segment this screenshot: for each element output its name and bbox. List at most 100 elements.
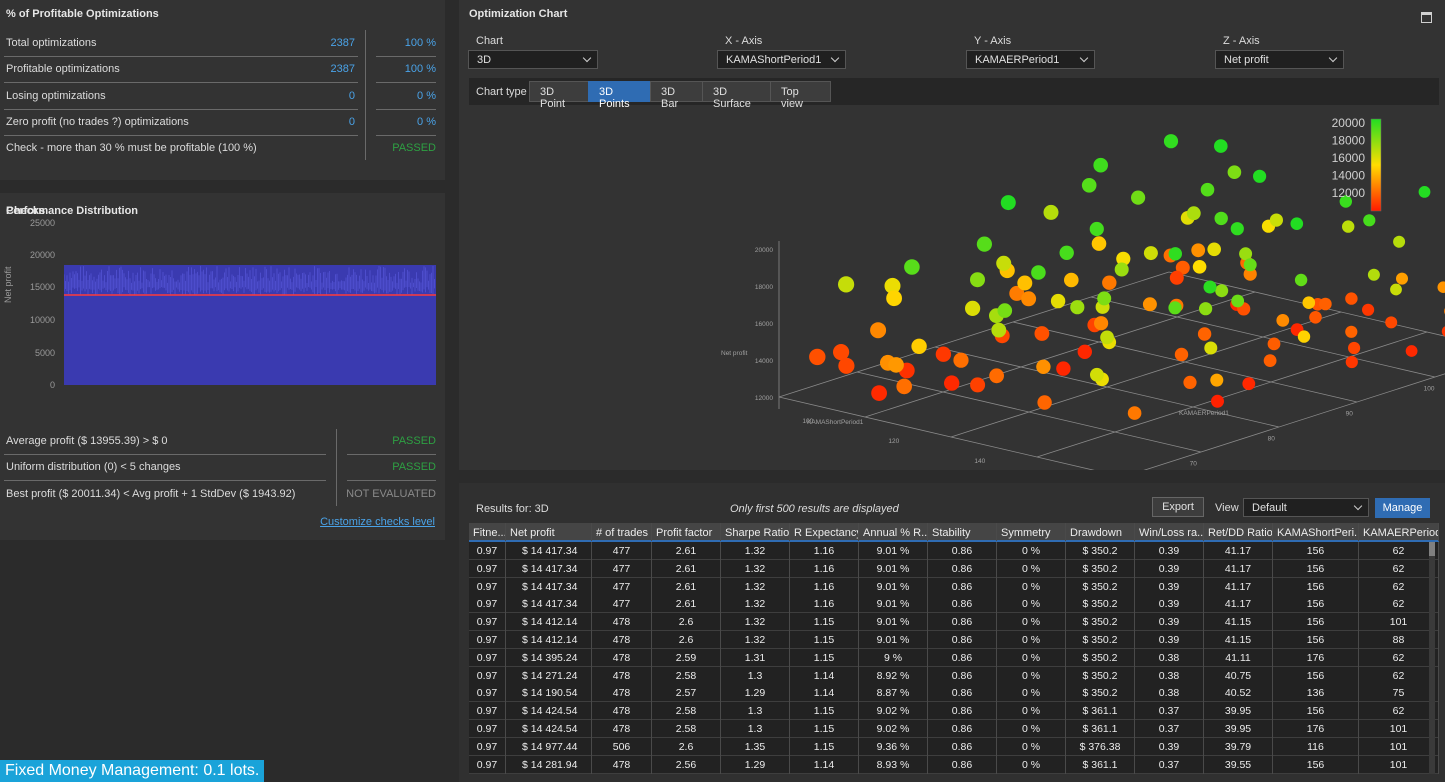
column-header[interactable]: Symmetry	[997, 523, 1066, 541]
row-label: Zero profit (no trades ?) optimizations	[6, 116, 189, 128]
scrollbar-thumb[interactable]	[1429, 542, 1435, 556]
table-row[interactable]: 0.97 $ 14 417.34 477 2.61 1.32 1.16 9.01 % 0.86…	[469, 595, 1439, 614]
y-axis-label: Y - Axis	[974, 35, 1012, 47]
colorbar	[1370, 118, 1382, 212]
table-cell: 1.14	[790, 684, 859, 703]
data-point	[953, 352, 969, 368]
table-cell: 9.01 %	[859, 631, 928, 649]
view-label: View	[1215, 502, 1239, 514]
z-axis-select[interactable]: Net profit	[1215, 50, 1344, 69]
data-point	[989, 368, 1004, 384]
data-point	[1093, 157, 1108, 173]
y-axis-label: Net profit	[3, 266, 13, 303]
table-cell: 477	[592, 559, 652, 578]
data-point	[1319, 297, 1332, 311]
table-cell: $ 14 417.34	[506, 559, 592, 578]
tab-3d-surface[interactable]: 3D Surface	[702, 81, 771, 110]
3d-scatter-plot[interactable]: 1200014000160001800020000100120140160708…	[459, 105, 1445, 470]
table-row[interactable]: 0.97 $ 14 190.54 478 2.57 1.29 1.14 8.87 % 0.86…	[469, 684, 1439, 703]
export-button[interactable]: Export	[1152, 497, 1204, 517]
table-cell: $ 350.2	[1066, 631, 1135, 649]
column-header[interactable]: Win/Loss ra...	[1135, 523, 1204, 541]
check-label: Check - more than 30 % must be profitabl…	[6, 142, 257, 154]
y-tick-label: 80	[1268, 436, 1276, 443]
table-row[interactable]: 0.97 $ 14 412.14 478 2.6 1.32 1.15 9.01 % 0.86 0…	[469, 631, 1439, 649]
column-header[interactable]: KAMAShortPeri...	[1273, 523, 1359, 541]
table-cell: 0.38	[1135, 648, 1204, 667]
data-point	[1342, 220, 1355, 233]
table-cell: $ 361.1	[1066, 720, 1135, 738]
check-status: NOT EVALUATED	[346, 488, 436, 500]
data-point	[1059, 245, 1074, 260]
table-cell: 1.14	[790, 666, 859, 685]
column-header[interactable]: Stability	[928, 523, 997, 541]
table-row[interactable]: 0.97 $ 14 977.44 506 2.6 1.35 1.15 9.36 % 0.86 0…	[469, 737, 1439, 756]
customize-checks-link[interactable]: Customize checks level	[320, 516, 435, 528]
data-point	[1210, 373, 1224, 387]
manage-button[interactable]: Manage	[1375, 498, 1430, 518]
table-header[interactable]: Fitne... Net profit # of trades Profit fact…	[469, 523, 1439, 542]
table-row[interactable]: 0.97 $ 14 395.24 478 2.59 1.31 1.15 9 % 0.86 0 %…	[469, 648, 1439, 667]
table-row[interactable]: 0.97 $ 14 417.34 477 2.61 1.32 1.16 9.01 % 0.86…	[469, 542, 1439, 560]
tab-top-view[interactable]: Top view	[770, 81, 831, 110]
table-row[interactable]: 0.97 $ 14 417.34 477 2.61 1.32 1.16 9.01 % 0.86…	[469, 559, 1439, 578]
table-cell: 39.79	[1204, 737, 1273, 756]
vertical-scrollbar[interactable]	[1429, 542, 1435, 774]
chart-mode-select[interactable]: 3D	[468, 50, 598, 69]
select-value: KAMAShortPeriod1	[726, 54, 822, 66]
table-cell: 1.16	[790, 559, 859, 578]
column-header[interactable]: Drawdown	[1066, 523, 1135, 541]
data-point	[1077, 344, 1092, 359]
column-header[interactable]: R Expectancy	[790, 523, 859, 541]
table-cell: 9.01 %	[859, 595, 928, 614]
data-point	[997, 303, 1013, 318]
maximize-icon[interactable]	[1421, 12, 1432, 23]
data-point	[1175, 260, 1190, 275]
grid-line	[864, 291, 1256, 418]
profit-row: Zero profit (no trades ?) optimizations …	[0, 109, 445, 135]
data-point	[1294, 273, 1308, 287]
table-row[interactable]: 0.97 $ 14 424.54 478 2.58 1.3 1.15 9.02 % 0.86 0…	[469, 720, 1439, 738]
table-row[interactable]: 0.97 $ 14 281.94 478 2.56 1.29 1.14 8.93 % 0.86…	[469, 755, 1439, 774]
table-cell: 478	[592, 613, 652, 632]
profit-row: Losing optimizations 0 0 %	[0, 83, 445, 109]
column-header[interactable]: Ret/DD Ratio	[1204, 523, 1273, 541]
performance-panel: Performance Distribution 25000 20000 150…	[0, 193, 445, 540]
tab-3d-points[interactable]: 3D Points	[588, 81, 651, 110]
table-cell: 0 %	[997, 666, 1066, 685]
table-row[interactable]: 0.97 $ 14 271.24 478 2.58 1.3 1.14 8.92 % 0.86 0…	[469, 666, 1439, 685]
table-row[interactable]: 0.97 $ 14 424.54 478 2.58 1.3 1.15 9.02 % 0.86 0…	[469, 702, 1439, 721]
x-axis-select[interactable]: KAMAShortPeriod1	[717, 50, 846, 69]
chevron-down-icon	[582, 53, 592, 63]
column-header[interactable]: Fitne...	[469, 523, 506, 541]
table-cell: 0 %	[997, 720, 1066, 738]
table-cell: 156	[1273, 755, 1359, 774]
table-cell: 1.15	[790, 702, 859, 721]
y-axis-select[interactable]: KAMAERPeriod1	[966, 50, 1095, 69]
data-point	[976, 236, 993, 252]
chevron-down-icon	[1328, 53, 1338, 63]
table-cell: 0.86	[928, 737, 997, 756]
data-point	[1362, 303, 1375, 316]
column-header[interactable]: Sharpe Ratio	[721, 523, 790, 541]
table-cell: 2.61	[652, 542, 721, 560]
table-cell: 0.86	[928, 648, 997, 667]
table-cell: 0.97	[469, 684, 506, 703]
column-header[interactable]: # of trades	[592, 523, 652, 541]
table-row[interactable]: 0.97 $ 14 417.34 477 2.61 1.32 1.16 9.01 % 0.86…	[469, 577, 1439, 596]
column-header[interactable]: Net profit	[506, 523, 592, 541]
row-percent: 100 %	[404, 63, 436, 75]
view-select[interactable]: Default	[1243, 498, 1369, 517]
table-cell: 101	[1359, 737, 1439, 756]
column-header[interactable]: KAMAERPeriod1	[1359, 523, 1439, 541]
table-cell: 1.3	[721, 702, 790, 721]
tab-3d-point[interactable]: 3D Point	[529, 81, 589, 110]
colorbar-tick-label: 16000	[1332, 151, 1366, 165]
column-header[interactable]: Profit factor	[652, 523, 721, 541]
table-cell: 40.75	[1204, 666, 1273, 685]
table-cell: 0.38	[1135, 666, 1204, 685]
tab-3d-bar[interactable]: 3D Bar	[650, 81, 703, 110]
table-cell: $ 14 412.14	[506, 631, 592, 649]
table-row[interactable]: 0.97 $ 14 412.14 478 2.6 1.32 1.15 9.01 % 0.86 0…	[469, 613, 1439, 632]
column-header[interactable]: Annual % R...	[859, 523, 928, 541]
